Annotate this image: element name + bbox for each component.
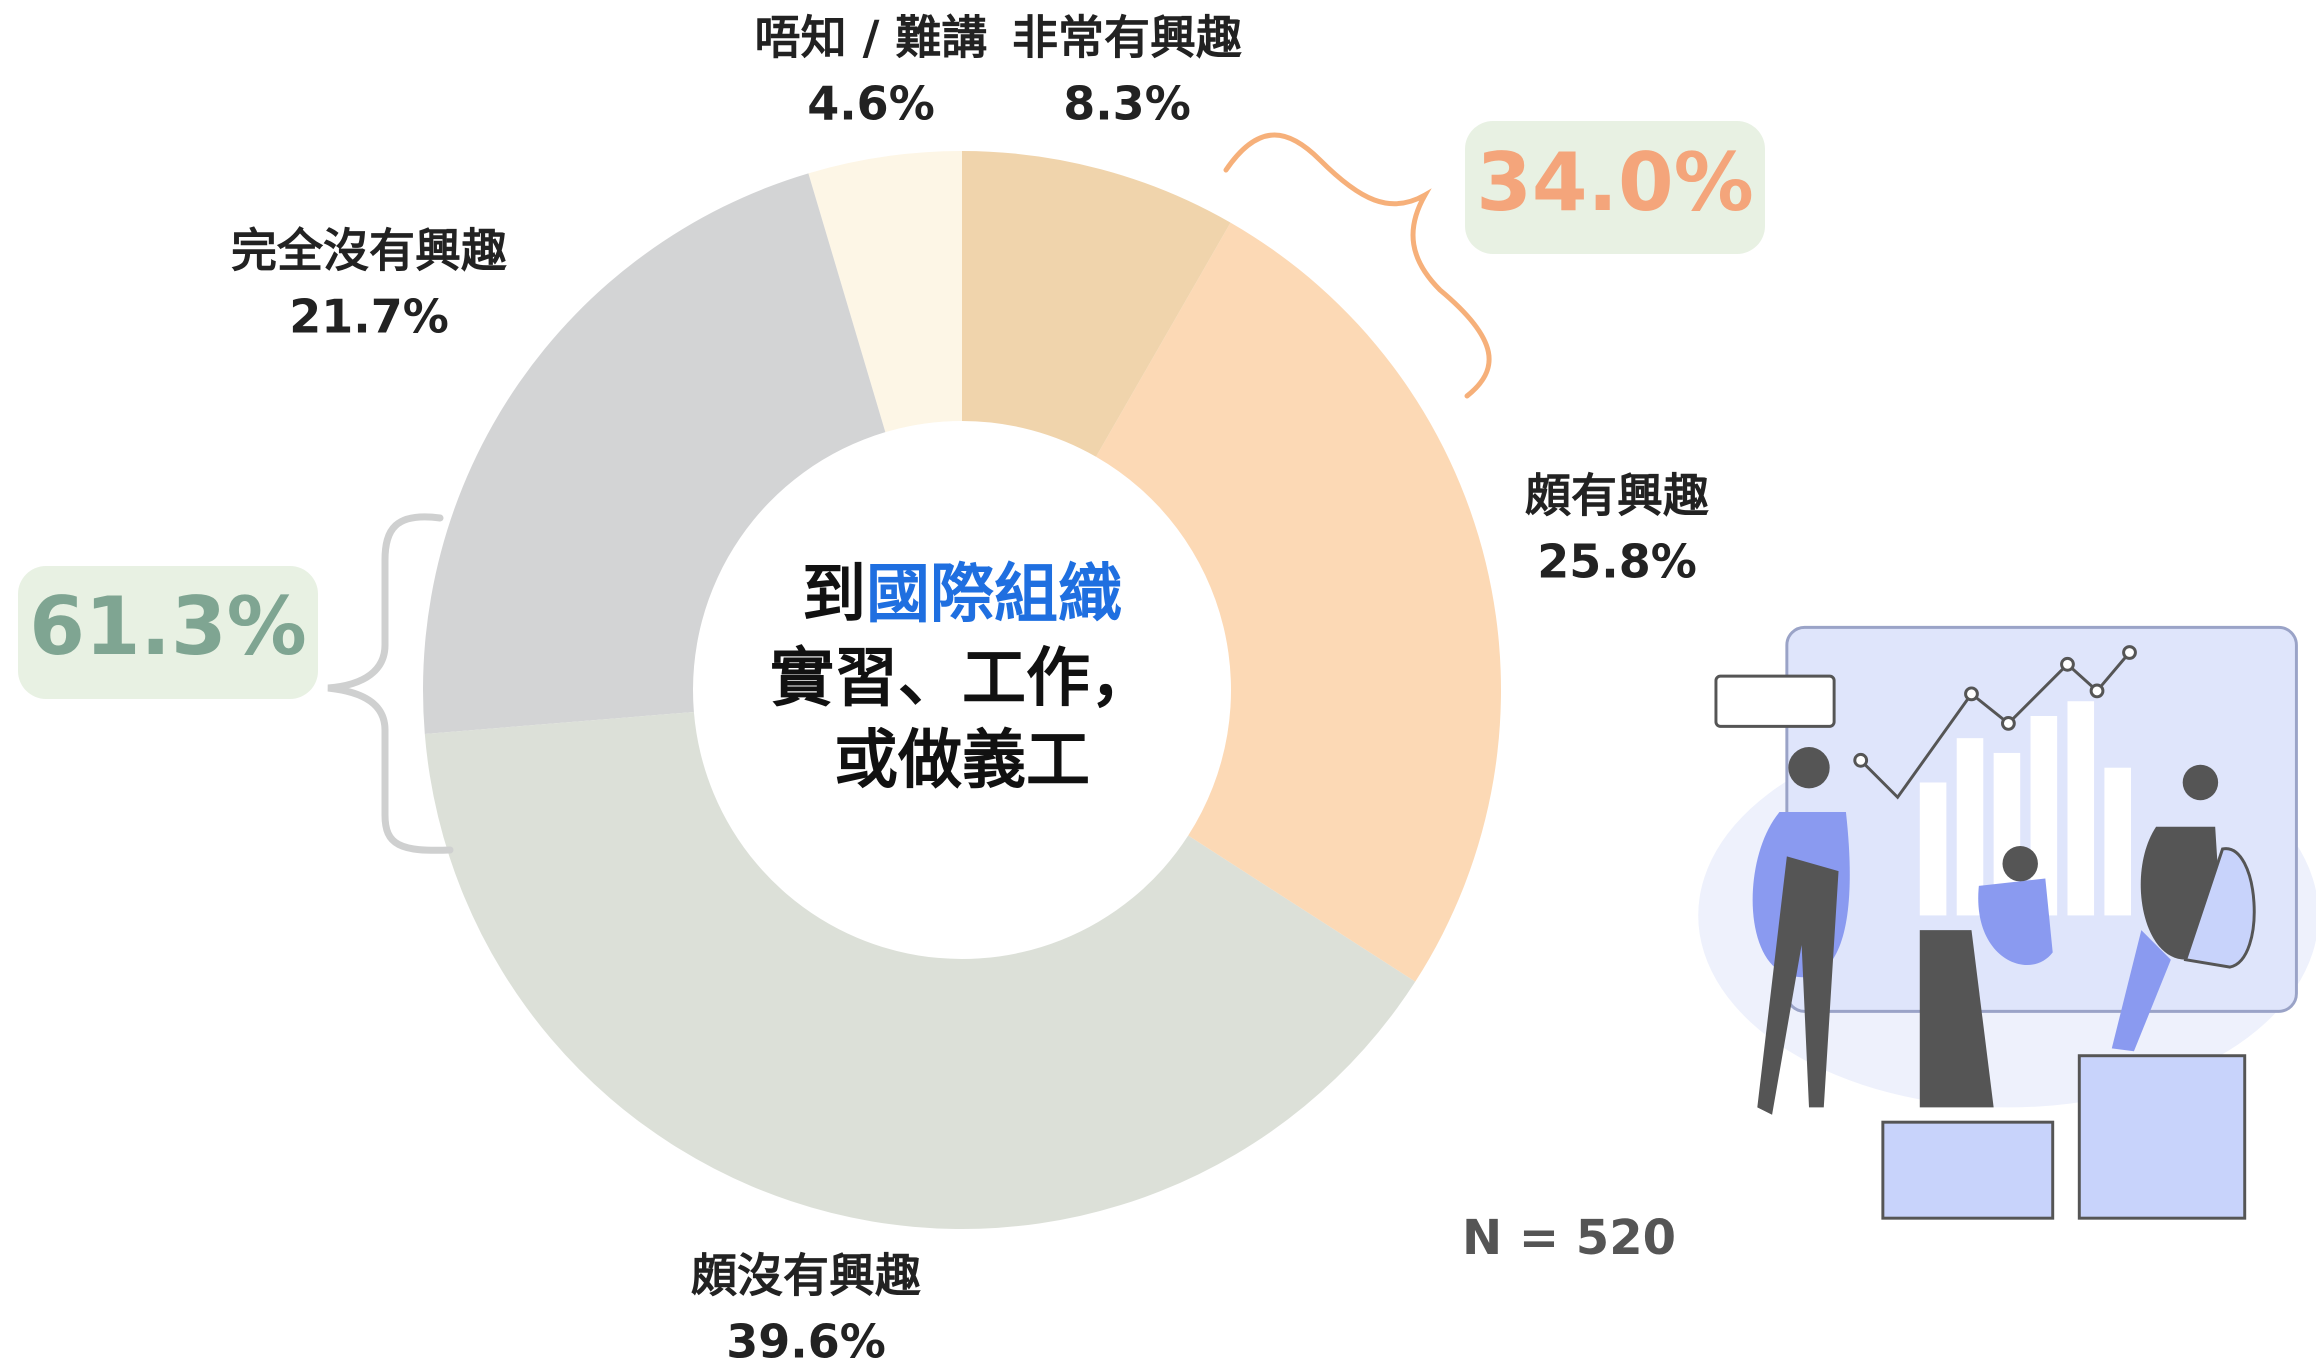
slice-label: 頗沒有興趣 [691,1249,921,1303]
center-text-part: 國際組織 [866,558,1122,632]
donut-slice [424,711,1416,1229]
slice-label: 頗有興趣 [1525,469,1709,523]
donut-slice [962,151,1231,457]
center-text: 實習、工作， [770,642,1154,716]
illustration [1698,625,2316,1220]
slice-value: 39.6% [726,1315,886,1369]
slice-value: 4.6% [807,77,935,131]
annotation-box [1465,121,1765,254]
center-text: 到國際組織 [802,558,1122,632]
slice-value: 21.7% [289,290,449,344]
donut-slice [422,173,886,734]
brace [327,513,454,854]
center-text-part: 或做義工 [834,724,1090,798]
slice-label: 完全沒有興趣 [231,224,507,278]
annotation: 34.0% [1476,136,1754,229]
center-text-part: 到 [802,558,866,632]
annotation-box [18,566,318,699]
sample-size-note: N = 520 [1462,1210,1676,1266]
donut-slice [1096,222,1502,982]
slice-value: 8.3% [1063,77,1191,131]
slice-label: 非常有興趣 [1012,11,1242,65]
annotation: 61.3% [29,580,307,673]
center-text: 或做義工 [834,724,1090,798]
center-text-part: 實習、工作， [770,642,1154,716]
brace [1223,132,1492,399]
slice-label: 唔知 / 難講 [755,11,988,65]
slice-value: 25.8% [1537,535,1697,589]
donut-slice [808,151,962,433]
